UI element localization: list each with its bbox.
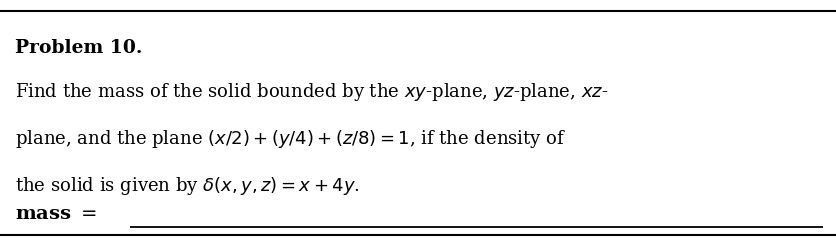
Text: Find the mass of the solid bounded by the $xy$-plane, $yz$-plane, $xz$-: Find the mass of the solid bounded by th… bbox=[15, 81, 609, 103]
Text: the solid is given by $\delta(x,y,z) = x+4y$.: the solid is given by $\delta(x,y,z) = x… bbox=[15, 175, 360, 197]
Text: plane, and the plane $(x/2) + (y/4) + (z/8) = 1$, if the density of: plane, and the plane $(x/2) + (y/4) + (z… bbox=[15, 128, 567, 150]
Text: mass $=$: mass $=$ bbox=[15, 205, 97, 223]
Text: Problem 10.: Problem 10. bbox=[15, 39, 142, 57]
